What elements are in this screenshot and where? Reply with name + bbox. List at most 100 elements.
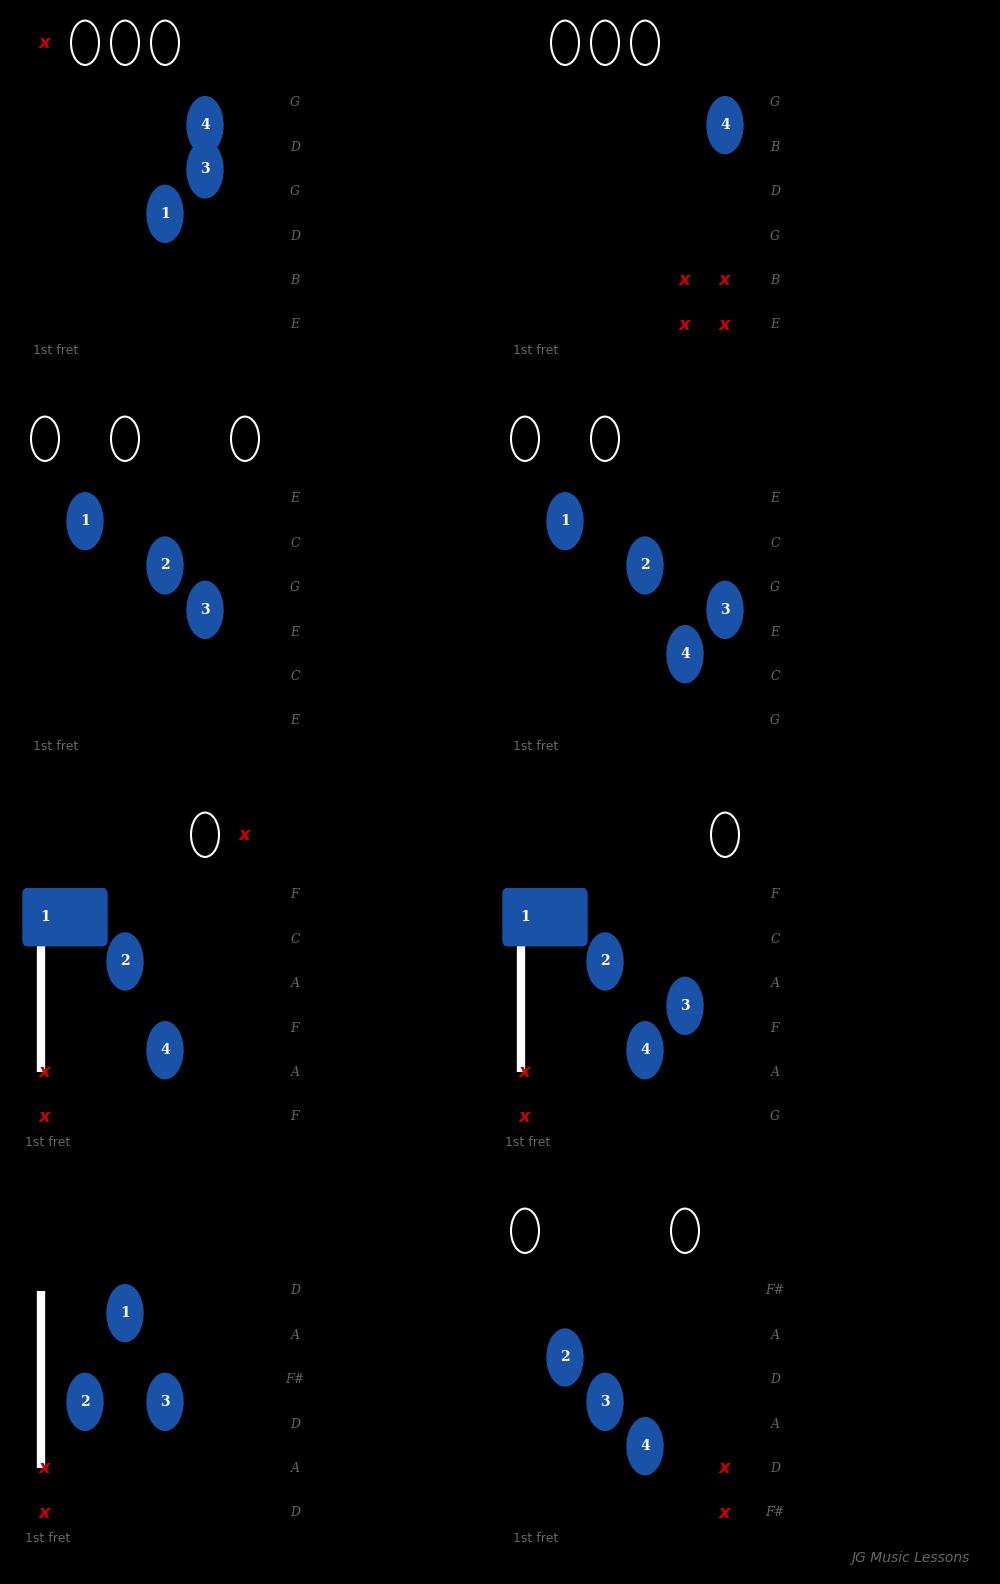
Circle shape (707, 581, 743, 638)
Text: A: A (290, 1462, 300, 1475)
Text: D: D (290, 1506, 300, 1519)
Text: G: G (290, 581, 300, 594)
Text: x: x (519, 1107, 531, 1126)
Text: x: x (679, 315, 691, 334)
Text: 1st fret: 1st fret (513, 344, 558, 356)
Text: D: D (770, 185, 780, 198)
Circle shape (147, 1373, 183, 1430)
Text: 3: 3 (160, 1396, 170, 1408)
Text: F: F (291, 889, 299, 901)
Text: C: C (770, 933, 780, 946)
Text: 1st fret: 1st fret (25, 1532, 70, 1544)
Text: E: E (290, 318, 300, 331)
Text: 3: 3 (200, 604, 210, 616)
Circle shape (147, 537, 183, 594)
Text: 1: 1 (560, 515, 570, 527)
Circle shape (587, 933, 623, 990)
Text: x: x (39, 1503, 51, 1522)
Circle shape (667, 626, 703, 683)
Text: x: x (719, 1503, 731, 1522)
Text: 1st fret: 1st fret (33, 344, 78, 356)
Text: x: x (719, 1459, 731, 1478)
Circle shape (67, 1373, 103, 1430)
Text: 2: 2 (120, 955, 130, 968)
Circle shape (547, 493, 583, 550)
Text: G: G (290, 185, 300, 198)
Text: C: C (290, 933, 300, 946)
Text: A: A (770, 1066, 780, 1079)
Circle shape (587, 1373, 623, 1430)
Text: x: x (39, 1107, 51, 1126)
Text: E: E (290, 626, 300, 638)
Circle shape (187, 141, 223, 198)
Text: B: B (290, 274, 300, 287)
Circle shape (67, 493, 103, 550)
Text: 3: 3 (720, 604, 730, 616)
Text: G: G (770, 714, 780, 727)
Text: D: D (290, 1285, 300, 1297)
Text: 1st fret: 1st fret (505, 1136, 550, 1148)
Text: E: E (770, 318, 780, 331)
Text: A: A (770, 1418, 780, 1430)
Text: 2: 2 (160, 559, 170, 572)
Text: G: G (290, 97, 300, 109)
Text: x: x (719, 271, 731, 290)
Text: 1: 1 (120, 1307, 130, 1319)
Text: F#: F# (285, 1373, 305, 1386)
Text: 2: 2 (80, 1396, 90, 1408)
Text: 1st fret: 1st fret (513, 740, 558, 752)
Text: C: C (290, 670, 300, 683)
Text: x: x (239, 825, 251, 844)
Text: F#: F# (765, 1285, 785, 1297)
Text: G: G (770, 1110, 780, 1123)
Text: 3: 3 (200, 163, 210, 176)
Text: C: C (290, 537, 300, 550)
Text: 1st fret: 1st fret (25, 1136, 70, 1148)
Text: x: x (719, 315, 731, 334)
Text: x: x (39, 33, 51, 52)
Text: x: x (39, 1459, 51, 1478)
Text: F: F (291, 1110, 299, 1123)
Text: 2: 2 (600, 955, 610, 968)
FancyBboxPatch shape (503, 889, 587, 946)
Text: A: A (290, 1329, 300, 1342)
Text: G: G (770, 581, 780, 594)
Text: D: D (770, 1373, 780, 1386)
Text: F#: F# (765, 1506, 785, 1519)
Text: 1: 1 (520, 911, 530, 923)
Text: 1st fret: 1st fret (33, 740, 78, 752)
Text: 1st fret: 1st fret (513, 1532, 558, 1544)
Text: 3: 3 (680, 1000, 690, 1012)
Circle shape (627, 1418, 663, 1475)
Circle shape (627, 537, 663, 594)
Circle shape (627, 1022, 663, 1079)
Text: E: E (770, 493, 780, 505)
Text: D: D (290, 1418, 300, 1430)
Text: C: C (770, 670, 780, 683)
Circle shape (187, 581, 223, 638)
Text: 2: 2 (560, 1351, 570, 1364)
Text: 4: 4 (640, 1044, 650, 1057)
Text: 1: 1 (160, 208, 170, 220)
Text: 4: 4 (680, 648, 690, 661)
Text: 4: 4 (720, 119, 730, 131)
Text: E: E (290, 714, 300, 727)
Text: 4: 4 (160, 1044, 170, 1057)
Text: E: E (290, 493, 300, 505)
Text: D: D (290, 141, 300, 154)
Circle shape (107, 933, 143, 990)
Text: C: C (770, 537, 780, 550)
Text: A: A (290, 977, 300, 990)
Text: G: G (770, 230, 780, 242)
Text: x: x (679, 271, 691, 290)
Text: 4: 4 (640, 1440, 650, 1453)
Text: F: F (771, 889, 779, 901)
Text: 4: 4 (200, 119, 210, 131)
Text: A: A (770, 977, 780, 990)
Text: F: F (771, 1022, 779, 1034)
Circle shape (707, 97, 743, 154)
Text: D: D (290, 230, 300, 242)
Text: E: E (770, 626, 780, 638)
Text: 1: 1 (80, 515, 90, 527)
Circle shape (147, 1022, 183, 1079)
